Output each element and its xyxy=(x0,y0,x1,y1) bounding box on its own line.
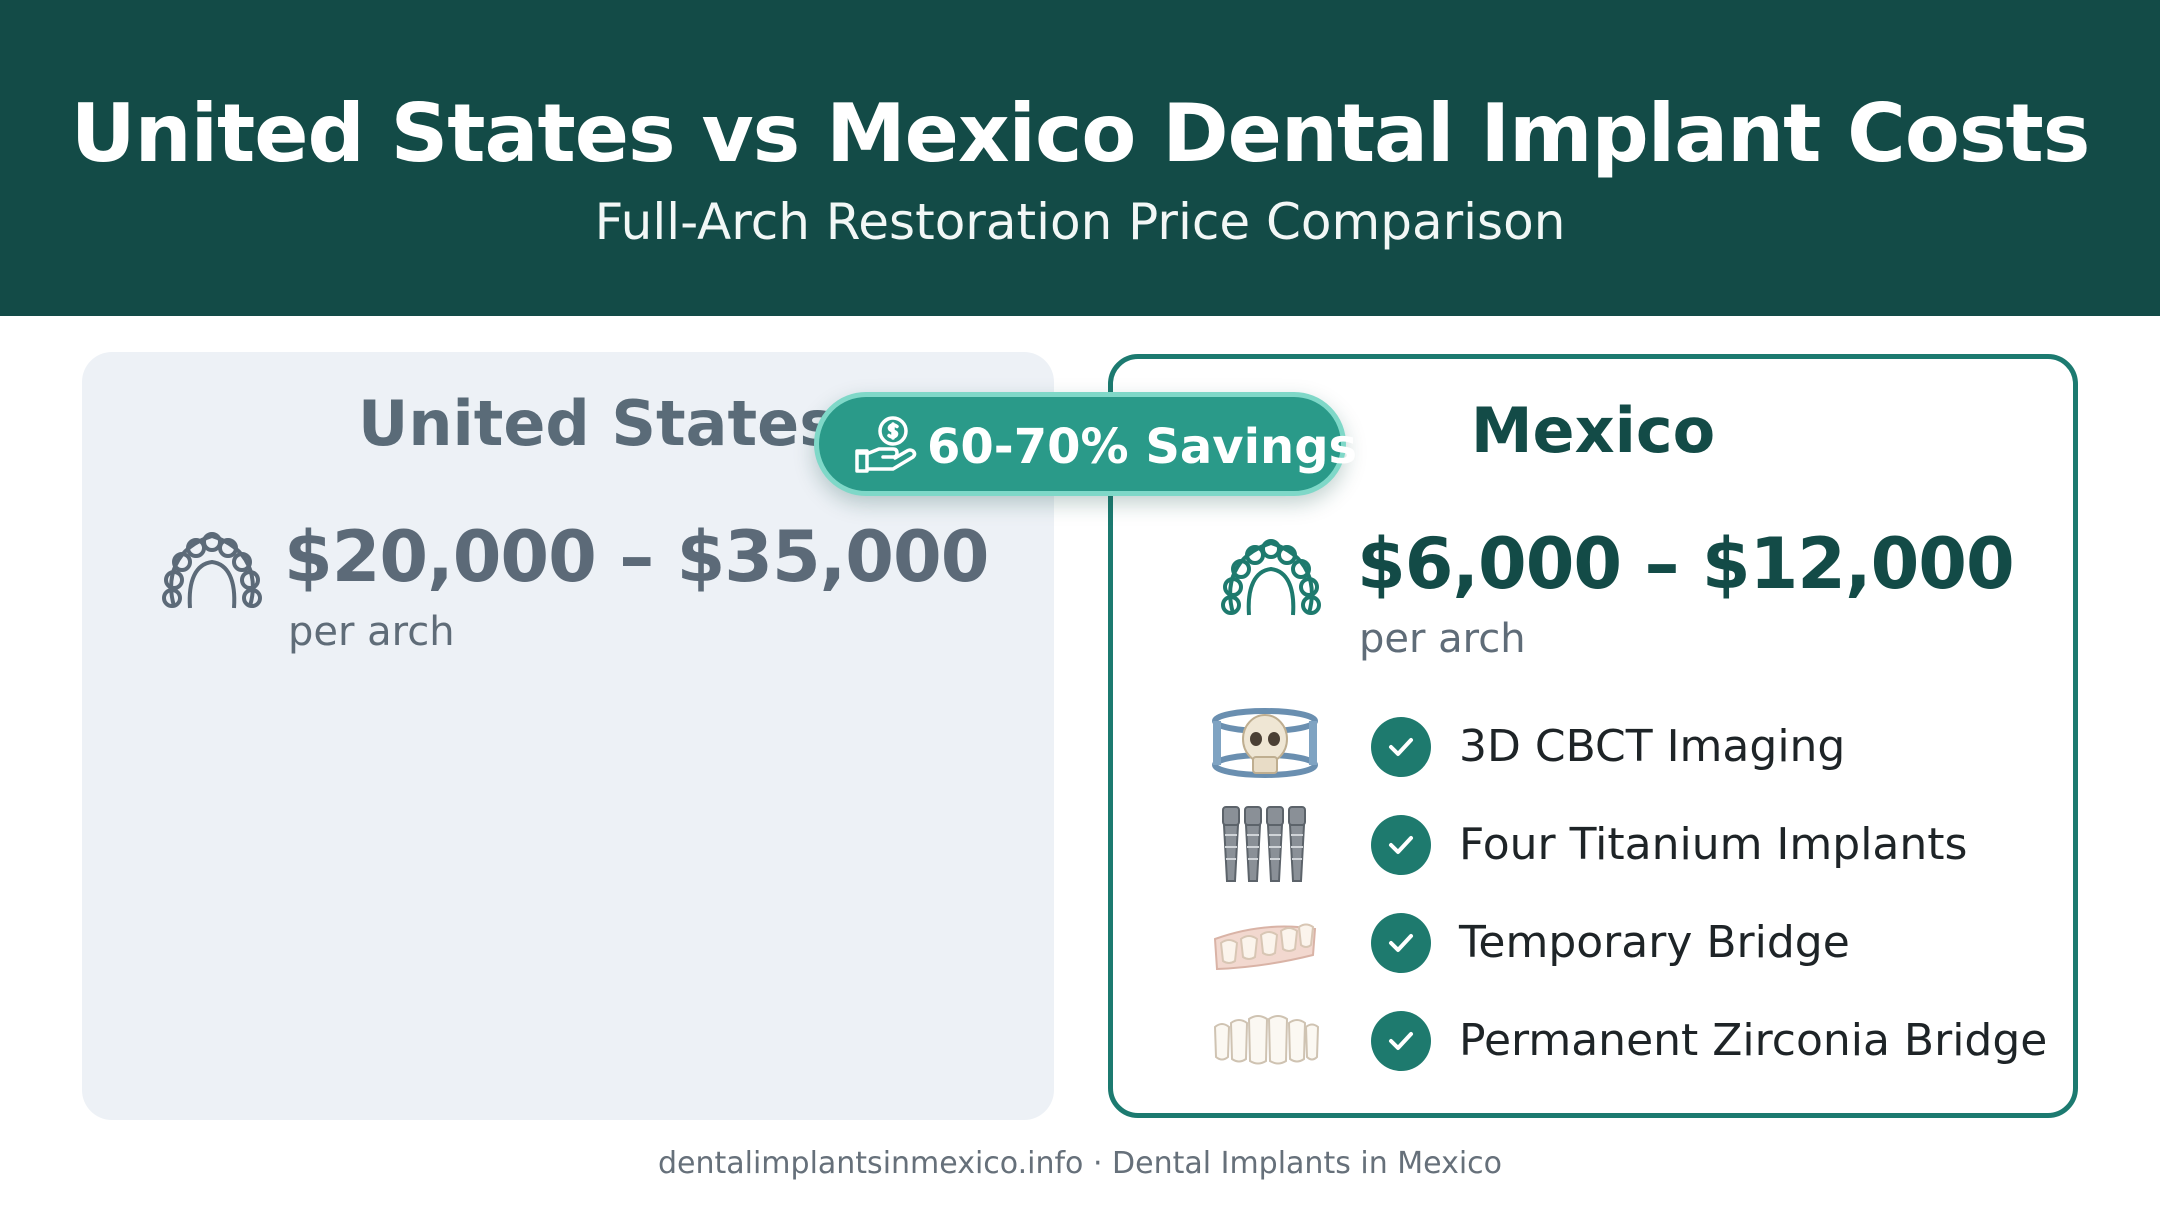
footer-credit: dentalimplantsinmexico.info · Dental Imp… xyxy=(657,1146,1503,1181)
zirconia-bridge-icon xyxy=(1213,1015,1320,1065)
checkmark-icon xyxy=(1371,815,1431,875)
feature-item: Four Titanium Implants xyxy=(1113,801,2073,891)
feature-label: Permanent Zirconia Bridge xyxy=(1459,1015,2048,1066)
dental-arch-icon xyxy=(1221,539,1321,616)
checkmark-icon xyxy=(1371,1011,1431,1071)
implants-icon xyxy=(1222,806,1306,882)
feature-label: 3D CBCT Imaging xyxy=(1459,721,1846,772)
us-country-label: United States xyxy=(358,387,837,460)
feature-label: Four Titanium Implants xyxy=(1459,819,1968,870)
checkmark-icon xyxy=(1371,913,1431,973)
page-subtitle: Full-Arch Restoration Price Comparison xyxy=(594,193,1566,251)
page-title: United States vs Mexico Dental Implant C… xyxy=(70,87,2091,180)
hand-coin-icon xyxy=(855,416,917,473)
header-banner: United States vs Mexico Dental Implant C… xyxy=(0,0,2160,316)
savings-badge: 60-70% Savings xyxy=(814,392,1357,496)
dental-arch-icon xyxy=(162,532,262,609)
checkmark-icon xyxy=(1371,717,1431,777)
mexico-price-range: $6,000 – $12,000 xyxy=(1357,523,2015,605)
feature-item: Temporary Bridge xyxy=(1113,899,2073,989)
skull-scan-icon xyxy=(1212,708,1318,778)
mexico-country-label: Mexico xyxy=(1470,394,1716,467)
us-price-unit: per arch xyxy=(288,609,455,655)
mexico-price-unit: per arch xyxy=(1359,616,1526,662)
feature-item: 3D CBCT Imaging xyxy=(1113,703,2073,793)
feature-item: Permanent Zirconia Bridge xyxy=(1113,997,2073,1087)
feature-label: Temporary Bridge xyxy=(1459,917,1850,968)
us-price-range: $20,000 – $35,000 xyxy=(284,516,989,598)
savings-label: 60-70% Savings xyxy=(927,419,1358,475)
temporary-bridge-icon xyxy=(1213,923,1317,971)
